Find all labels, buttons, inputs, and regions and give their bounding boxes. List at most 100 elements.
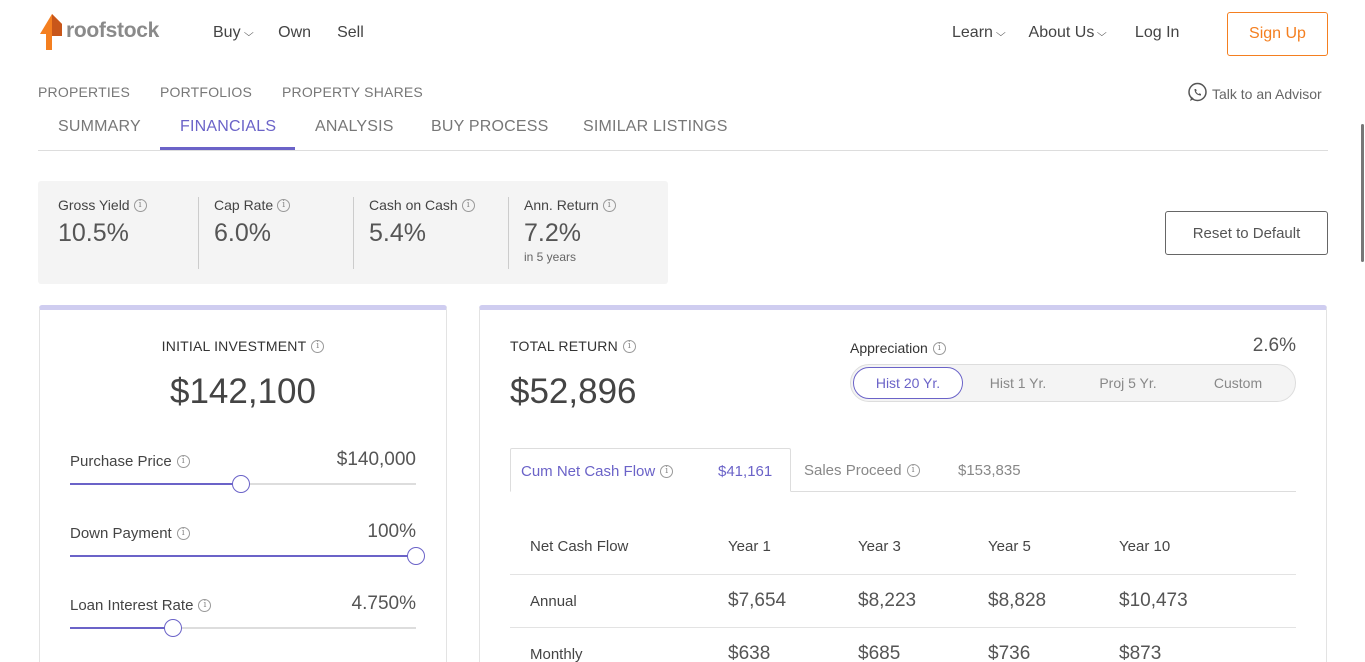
table-cell: $638: [728, 643, 771, 662]
option-hist-20-yr[interactable]: Hist 20 Yr.: [853, 367, 963, 399]
info-icon[interactable]: i: [277, 198, 291, 212]
tab-sales-proceed[interactable]: Sales Proceed i: [804, 462, 920, 479]
slider-track[interactable]: [70, 547, 425, 565]
metric-ann-return: Ann. Return i 7.2% in 5 years: [524, 197, 616, 269]
divider: [353, 197, 354, 269]
info-icon[interactable]: i: [198, 599, 212, 612]
advisor-label: Talk to an Advisor: [1212, 86, 1322, 102]
info-icon[interactable]: i: [176, 527, 190, 540]
table-cell: $736: [988, 643, 1031, 662]
tab-buy-process[interactable]: BUY PROCESS: [431, 118, 549, 135]
metric-gross-yield: Gross Yield i 10.5%: [58, 197, 147, 269]
table-cell: $8,223: [858, 590, 917, 611]
slider-thumb[interactable]: [407, 547, 425, 565]
option-custom[interactable]: Custom: [1213, 375, 1263, 391]
slider-fill: [70, 483, 242, 485]
property-type-nav: PROPERTIES PORTFOLIOS PROPERTY SHARES: [38, 84, 423, 100]
info-icon[interactable]: i: [622, 339, 636, 353]
right-nav: Learn ⌵ About Us ⌵ Log In: [952, 24, 1179, 42]
sign-up-button[interactable]: Sign Up: [1227, 12, 1328, 56]
table-cell: $873: [1119, 643, 1162, 662]
info-icon[interactable]: i: [311, 339, 325, 353]
tab-cum-net-cash-flow[interactable]: Cum Net Cash Flow i $41,161: [510, 448, 791, 492]
net-cash-flow-table: Net Cash Flow Year 1 Year 3 Year 5 Year …: [510, 520, 1296, 662]
chevron-down-icon: ⌵: [995, 27, 1006, 39]
metric-cap-rate: Cap Rate i 6.0%: [214, 197, 291, 269]
tab-analysis[interactable]: ANALYSIS: [315, 118, 394, 135]
cash-flow-tabs: Cum Net Cash Flow i $41,161 Sales Procee…: [510, 448, 1296, 492]
info-icon[interactable]: i: [176, 455, 190, 468]
table-header: Year 10: [1119, 538, 1171, 555]
login-link[interactable]: Log In: [1135, 24, 1179, 42]
metric-value: 7.2%: [524, 219, 581, 247]
tab-financials[interactable]: FINANCIALS: [180, 118, 277, 135]
info-icon[interactable]: i: [932, 341, 946, 355]
nav-own-label: Own: [278, 24, 312, 41]
login-label: Log In: [1134, 24, 1180, 41]
info-icon[interactable]: i: [461, 198, 475, 212]
initial-investment-title-text: INITIAL INVESTMENT: [161, 338, 307, 354]
chevron-down-icon: ⌵: [243, 27, 254, 39]
slider-label-text: Purchase Price: [70, 453, 172, 470]
cf-tab-label-text: Sales Proceed: [804, 462, 902, 479]
nav-buy[interactable]: Buy ⌵: [213, 24, 254, 42]
slider-thumb[interactable]: [232, 475, 251, 493]
table-cell: $8,828: [988, 590, 1047, 611]
subnav-property-shares[interactable]: PROPERTY SHARES: [281, 84, 423, 100]
roofstock-logo[interactable]: roofstock: [38, 12, 159, 50]
slider-value: 100%: [367, 521, 416, 542]
slider-label-text: Down Payment: [70, 525, 172, 542]
total-return-title-text: TOTAL RETURN: [510, 338, 618, 354]
chevron-down-icon: ⌵: [1097, 27, 1108, 39]
total-return-value: $52,896: [510, 372, 637, 411]
subnav-portfolios[interactable]: PORTFOLIOS: [160, 84, 252, 100]
nav-about[interactable]: About Us ⌵: [1029, 24, 1108, 42]
metric-label-text: Cap Rate: [214, 197, 274, 213]
appreciation-label-text: Appreciation: [850, 340, 928, 356]
metric-value: 6.0%: [214, 219, 271, 247]
cf-tab-label-text: Cum Net Cash Flow: [521, 463, 656, 480]
slider-thumb[interactable]: [163, 619, 182, 637]
table-row: Monthly $638 $685 $736 $873: [510, 628, 1296, 662]
row-label: Monthly: [530, 646, 583, 662]
talk-to-advisor-link[interactable]: Talk to an Advisor: [1187, 82, 1322, 106]
nav-sell-label: Sell: [337, 24, 364, 41]
info-icon[interactable]: i: [602, 198, 616, 212]
appreciation-selector: Hist 20 Yr. Hist 1 Yr. Proj 5 Yr. Custom: [850, 364, 1296, 402]
page-scrollbar[interactable]: [1361, 124, 1364, 262]
initial-investment-title: INITIAL INVESTMENT i: [40, 338, 446, 354]
tab-summary[interactable]: SUMMARY: [58, 118, 141, 135]
metric-label: Gross Yield i: [58, 197, 147, 213]
logo-text: roofstock: [66, 19, 159, 42]
metric-value: 10.5%: [58, 219, 129, 247]
slider-track[interactable]: [70, 619, 416, 637]
slider-fill: [70, 555, 416, 557]
slider-value: $140,000: [336, 449, 416, 470]
info-icon[interactable]: i: [133, 198, 147, 212]
tab-similar-listings[interactable]: SIMILAR LISTINGS: [583, 118, 728, 135]
total-return-title: TOTAL RETURN i: [510, 338, 636, 354]
metrics-panel: Gross Yield i 10.5% Cap Rate i 6.0% Cash…: [38, 181, 668, 284]
table-header: Year 5: [988, 538, 1031, 555]
table-cell: $7,654: [728, 590, 787, 611]
nav-sell[interactable]: Sell: [337, 24, 364, 42]
slider-label-text: Loan Interest Rate: [70, 597, 194, 614]
table-cell: $685: [858, 643, 901, 662]
metric-label-text: Gross Yield: [58, 197, 130, 213]
subnav-properties[interactable]: PROPERTIES: [38, 84, 130, 100]
slider-track[interactable]: [70, 475, 416, 493]
table-header: Net Cash Flow: [530, 538, 629, 555]
appreciation-value: 2.6%: [1252, 335, 1296, 356]
option-proj-5-yr[interactable]: Proj 5 Yr.: [1099, 375, 1157, 391]
option-hist-1-yr[interactable]: Hist 1 Yr.: [989, 375, 1047, 391]
info-icon[interactable]: i: [660, 465, 674, 478]
nav-learn-label: Learn: [952, 24, 993, 41]
reset-to-default-button[interactable]: Reset to Default: [1165, 211, 1328, 255]
metric-value: 5.4%: [369, 219, 426, 247]
financials-tabs: SUMMARY FINANCIALS ANALYSIS BUY PROCESS …: [38, 108, 1328, 151]
info-icon[interactable]: i: [906, 464, 920, 477]
row-label: Annual: [530, 593, 577, 610]
initial-investment-card: INITIAL INVESTMENT i $142,100 Purchase P…: [39, 305, 447, 662]
nav-own[interactable]: Own: [278, 24, 311, 42]
nav-learn[interactable]: Learn ⌵: [952, 24, 1006, 42]
